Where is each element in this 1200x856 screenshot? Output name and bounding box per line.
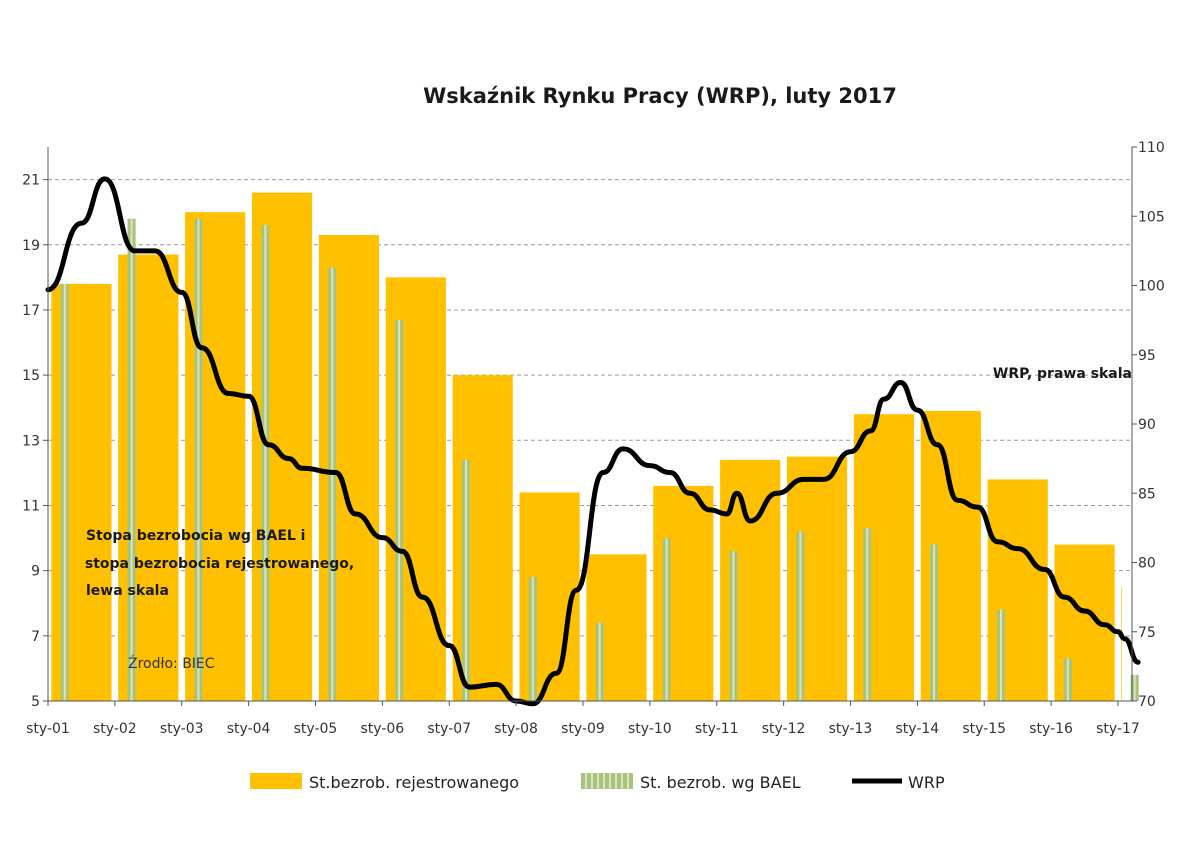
bar-bael-stripe <box>197 218 200 701</box>
right-axis-ticks: 70 75 80 85 90 95 100 105 110 <box>1132 140 1165 710</box>
bar-registered <box>653 485 714 701</box>
legend-label-wrp: WRP <box>908 773 945 792</box>
bar-registered <box>920 410 981 701</box>
source-note: Źrodło: BIEC <box>128 654 215 672</box>
bar-bael-stripe <box>999 609 1002 701</box>
x-tick-label: sty-14 <box>896 721 940 737</box>
x-tick-label: sty-01 <box>26 721 70 737</box>
legend-stripe <box>615 773 617 789</box>
legend-stripe <box>627 773 629 789</box>
bar-bael-stripe <box>531 577 534 701</box>
bar-bael-stripe <box>866 528 869 701</box>
legend-stripe <box>621 773 623 789</box>
bar-bael-stripe <box>732 551 735 701</box>
bar-bael-stripe <box>398 319 401 701</box>
right-tick-label: 85 <box>1138 486 1156 502</box>
bar-bael-stripe <box>63 283 66 701</box>
x-tick-label: sty-05 <box>294 721 338 737</box>
bar-bael-stripe <box>1066 658 1069 701</box>
bar-bael-stripe <box>130 218 133 701</box>
bar-bael-stripe <box>1133 674 1136 701</box>
right-tick-label: 70 <box>1138 694 1156 710</box>
right-tick-label: 90 <box>1138 417 1156 433</box>
x-tick-label: sty-11 <box>695 721 739 737</box>
x-tick-label: sty-08 <box>494 721 538 737</box>
bar-bael-stripe <box>933 544 936 701</box>
bar-registered <box>1121 586 1122 701</box>
bars-registered <box>51 192 1122 702</box>
legend-stripe <box>609 773 611 789</box>
bar-bael-stripe <box>264 225 267 701</box>
left-tick-label: 7 <box>31 629 40 645</box>
left-tick-label: 15 <box>22 368 40 384</box>
x-tick-label: sty-02 <box>93 721 137 737</box>
x-tick-label: sty-12 <box>762 721 806 737</box>
legend-stripe <box>585 773 587 789</box>
left-tick-label: 21 <box>22 173 40 189</box>
x-tick-label: sty-04 <box>227 721 271 737</box>
x-tick-label: sty-15 <box>962 721 1006 737</box>
left-tick-label: 13 <box>22 433 40 449</box>
bar-registered <box>318 234 380 702</box>
bar-registered <box>786 456 848 701</box>
bar-bael-stripe <box>665 538 668 701</box>
annotation-wrp: WRP, prawa skala <box>993 366 1132 382</box>
left-tick-label: 11 <box>22 498 40 514</box>
left-tick-label: 17 <box>22 303 40 319</box>
legend-stripe <box>591 773 593 789</box>
bar-bael-stripe <box>598 622 601 701</box>
legend-stripe <box>603 773 605 789</box>
left-tick-label: 9 <box>31 564 40 580</box>
left-tick-label: 19 <box>22 238 40 254</box>
bar-registered <box>586 554 647 701</box>
bar-registered <box>987 479 1048 701</box>
right-tick-label: 75 <box>1138 625 1156 641</box>
bars-bael <box>60 218 1139 701</box>
wrp-line <box>45 176 1141 707</box>
right-tick-label: 100 <box>1138 279 1165 295</box>
legend: St.bezrob. rejestrowanego St. bezrob. wg… <box>250 773 945 792</box>
annotation-left-2: stopa bezrobocia rejestrowanego, <box>80 556 354 572</box>
right-tick-label: 95 <box>1138 348 1156 364</box>
left-tick-label: 5 <box>31 694 40 710</box>
x-tick-label: sty-06 <box>361 721 405 737</box>
x-tick-label: sty-03 <box>160 721 204 737</box>
left-axis-ticks: 5 7 9 11 13 15 17 19 21 <box>22 173 48 710</box>
legend-swatch-registered <box>250 773 302 789</box>
x-axis-ticks: sty-01 sty-02 sty-03 sty-04 sty-05 sty-06 sty-… <box>26 701 1140 737</box>
bar-registered <box>385 277 446 701</box>
x-tick-label: sty-10 <box>628 721 672 737</box>
right-tick-label: 110 <box>1138 140 1165 156</box>
bar-bael-stripe <box>464 459 467 701</box>
x-tick-label: sty-09 <box>561 721 605 737</box>
legend-label-registered: St.bezrob. rejestrowanego <box>309 773 519 792</box>
annotation-left-3: lewa skala <box>86 583 169 599</box>
legend-swatch-bael <box>581 773 633 789</box>
bar-registered <box>51 283 112 701</box>
legend-stripe <box>597 773 599 789</box>
x-tick-label: sty-17 <box>1096 721 1140 737</box>
bar-registered <box>452 375 513 701</box>
x-tick-label: sty-13 <box>829 721 873 737</box>
right-tick-label: 80 <box>1138 556 1156 572</box>
bar-bael-stripe <box>799 531 802 701</box>
legend-swatch-bael-stripes <box>585 773 629 789</box>
legend-label-bael: St. bezrob. wg BAEL <box>640 773 801 792</box>
right-tick-label: 105 <box>1138 209 1165 225</box>
bar-bael-stripe <box>331 267 334 701</box>
x-tick-label: sty-07 <box>427 721 471 737</box>
x-tick-label: sty-16 <box>1029 721 1073 737</box>
bar-registered <box>251 192 313 701</box>
chart-title: Wskaźnik Rynku Pracy (WRP), luty 2017 <box>423 84 897 108</box>
annotation-left-1: Stopa bezrobocia wg BAEL i <box>86 528 305 544</box>
bar-registered <box>118 254 179 701</box>
bar-registered <box>853 414 915 701</box>
wrp-series <box>45 176 1141 707</box>
bar-registered <box>185 212 246 702</box>
